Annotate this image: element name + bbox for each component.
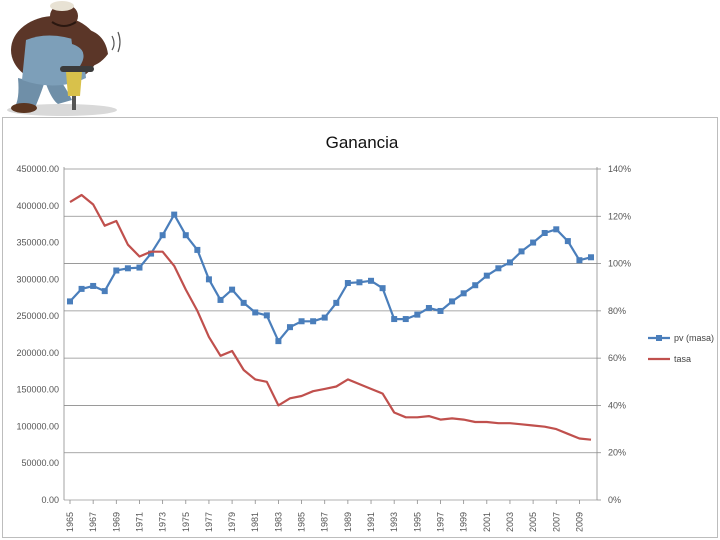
x-tick-label: 1975 <box>181 512 191 532</box>
data-point <box>344 280 351 287</box>
x-tick-label: 2007 <box>551 512 561 532</box>
data-point <box>518 248 525 255</box>
x-tick-label: 1989 <box>343 512 353 532</box>
data-point <box>402 316 409 323</box>
data-point <box>576 257 583 264</box>
data-point <box>252 309 259 316</box>
data-point <box>530 239 537 246</box>
x-tick-label: 1987 <box>320 512 330 532</box>
data-point <box>78 285 85 292</box>
y-left-tick-label: 0.00 <box>41 495 59 505</box>
data-point <box>310 318 317 325</box>
x-tick-label: 2005 <box>528 512 538 532</box>
data-point <box>414 311 421 318</box>
data-point <box>321 314 328 321</box>
y-right-tick-label: 120% <box>608 211 631 221</box>
legend-marker <box>656 335 662 341</box>
x-tick-label: 1969 <box>111 512 121 532</box>
data-point <box>391 316 398 323</box>
x-tick-label: 1965 <box>65 512 75 532</box>
y-right-tick-label: 140% <box>608 164 631 174</box>
x-tick-label: 1991 <box>366 512 376 532</box>
y-right-tick-label: 60% <box>608 353 626 363</box>
data-point <box>449 298 456 305</box>
data-point <box>333 299 340 306</box>
series-line-tasa <box>69 193 592 441</box>
series-line-pv <box>69 213 592 343</box>
y-left-tick-label: 150000.00 <box>16 385 59 395</box>
data-point <box>240 299 247 306</box>
data-point <box>67 298 73 305</box>
data-point <box>483 272 490 279</box>
y-right-tick-label: 20% <box>608 448 626 458</box>
data-point <box>171 211 178 218</box>
x-tick-label: 1979 <box>227 512 237 532</box>
y-right-tick-label: 80% <box>608 306 626 316</box>
data-point <box>229 286 236 293</box>
data-point <box>159 232 166 239</box>
line-chart: Ganancia 0% 20% 40% 60% 80% 100% 120% 140% 0.00 5… <box>16 133 714 532</box>
y-left-tick-label: 450000.00 <box>16 164 59 174</box>
data-point <box>182 232 189 239</box>
data-point <box>194 246 201 253</box>
x-tick-label: 2009 <box>574 512 584 532</box>
x-tick-label: 1999 <box>459 512 469 532</box>
data-point <box>425 305 432 312</box>
worker-jackhammer-icon <box>0 0 130 118</box>
x-tick-label: 1981 <box>250 512 260 532</box>
y-left-tick-label: 200000.00 <box>16 348 59 358</box>
x-tick-label: 2001 <box>482 512 492 532</box>
data-point <box>124 265 131 272</box>
data-point <box>553 226 560 233</box>
y-right-tick-label: 40% <box>608 400 626 410</box>
data-point <box>298 318 305 325</box>
y-right-tick-label: 100% <box>608 259 631 269</box>
data-point <box>437 307 444 314</box>
x-tick-label: 1967 <box>88 512 98 532</box>
data-point <box>506 259 513 266</box>
x-tick-label: 1997 <box>435 512 445 532</box>
y-left-tick-label: 100000.00 <box>16 421 59 431</box>
data-point <box>286 324 293 331</box>
y-left-tick-label: 350000.00 <box>16 238 59 248</box>
data-point <box>148 250 155 257</box>
data-point <box>541 229 548 236</box>
data-point <box>368 277 375 284</box>
data-point <box>472 282 479 289</box>
data-point <box>101 288 108 295</box>
x-tick-label: 2003 <box>505 512 515 532</box>
data-point <box>217 296 224 303</box>
x-tick-label: 1977 <box>204 512 214 532</box>
data-point <box>90 282 97 289</box>
y-left-tick-label: 300000.00 <box>16 274 59 284</box>
chart-container: Ganancia 0% 20% 40% 60% 80% 100% 120% 140% 0.00 5… <box>2 117 718 538</box>
data-point <box>588 254 594 261</box>
y-left-tick-label: 250000.00 <box>16 311 59 321</box>
x-tick-label: 1971 <box>134 512 144 532</box>
y-left-tick-label: 400000.00 <box>16 201 59 211</box>
x-tick-label: 1973 <box>158 512 168 532</box>
x-tick-label: 1985 <box>297 512 307 532</box>
data-point <box>564 238 571 245</box>
data-point <box>275 338 282 345</box>
x-tick-label: 1993 <box>389 512 399 532</box>
data-point <box>205 276 212 283</box>
legend-label: pv (masa) <box>674 333 714 343</box>
legend-label: tasa <box>674 354 691 364</box>
data-point <box>263 312 270 319</box>
chart-title: Ganancia <box>326 133 399 152</box>
y-left-tick-label: 50000.00 <box>21 458 59 468</box>
data-point <box>460 290 467 297</box>
data-point <box>136 264 143 271</box>
data-point <box>356 279 363 286</box>
data-point <box>113 267 120 274</box>
y-right-tick-label: 0% <box>608 495 621 505</box>
data-point <box>495 265 502 272</box>
x-tick-label: 1995 <box>412 512 422 532</box>
data-point <box>379 285 386 292</box>
x-tick-label: 1983 <box>273 512 283 532</box>
